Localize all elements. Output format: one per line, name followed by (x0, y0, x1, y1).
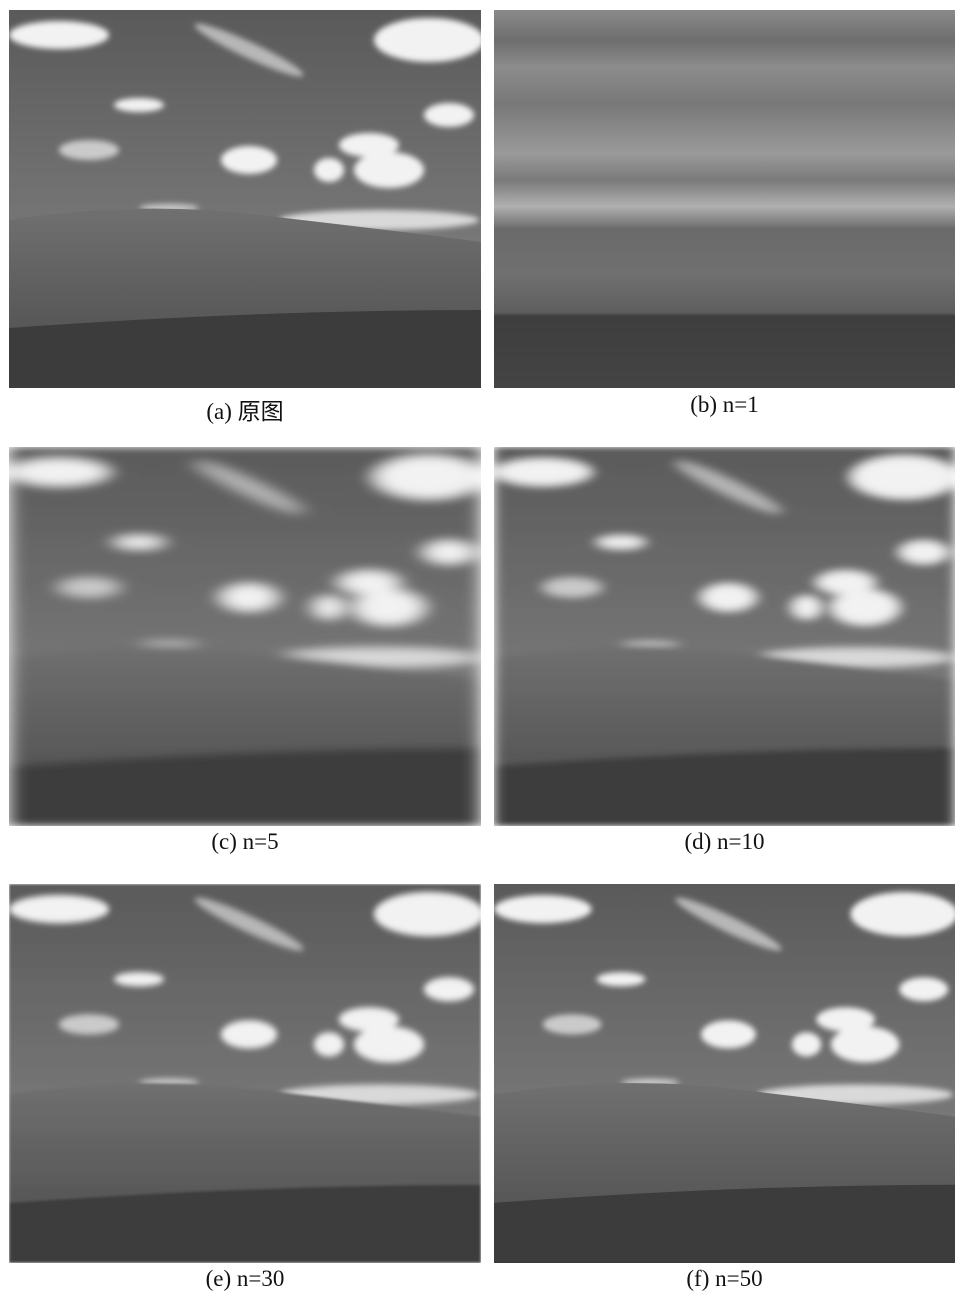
image-panel (9, 10, 481, 388)
caption: (d) n=10 (494, 829, 955, 855)
caption: (b) n=1 (494, 392, 955, 418)
caption: (c) n=5 (9, 829, 481, 855)
caption: (f) n=50 (494, 1266, 955, 1292)
image-panel (9, 447, 481, 826)
image-panel (494, 884, 955, 1263)
caption: (a) 原图 (9, 392, 481, 426)
image-panel (494, 10, 955, 388)
image-panel (494, 447, 955, 826)
figure: (a) 原图 (b) n=1 (c) n=5 (d) n=10 (e) n=30 (f) … (0, 0, 955, 1294)
image-panel (9, 884, 481, 1263)
caption: (e) n=30 (9, 1266, 481, 1292)
